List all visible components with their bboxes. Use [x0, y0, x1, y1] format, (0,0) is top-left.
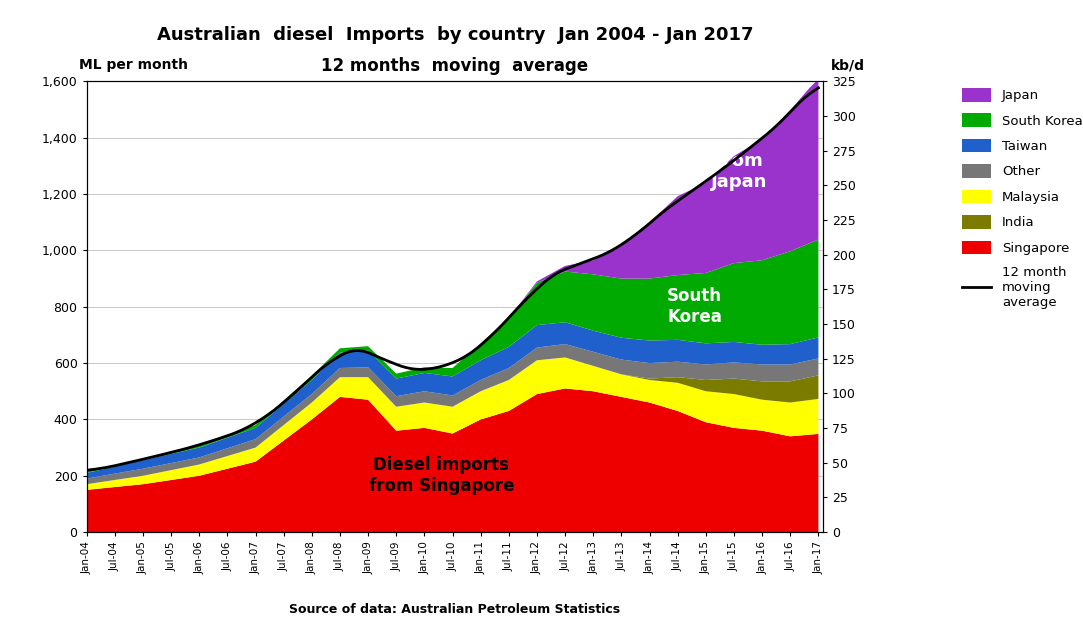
Text: kb/d: kb/d [831, 58, 864, 73]
Text: from
Japan: from Japan [712, 152, 768, 191]
Text: ML per month: ML per month [79, 58, 188, 73]
Text: 12 months  moving  average: 12 months moving average [322, 57, 588, 75]
Text: Diesel imports
from Singapore: Diesel imports from Singapore [368, 456, 514, 495]
Legend: Japan, South Korea, Taiwan, Other, Malaysia, India, Singapore, 12 month
moving
a: Japan, South Korea, Taiwan, Other, Malay… [962, 88, 1083, 309]
Text: Source of data: Australian Petroleum Statistics: Source of data: Australian Petroleum Sta… [289, 603, 621, 617]
Text: South
Korea: South Korea [667, 287, 722, 326]
Text: Australian  diesel  Imports  by country  Jan 2004 - Jan 2017: Australian diesel Imports by country Jan… [157, 26, 753, 44]
